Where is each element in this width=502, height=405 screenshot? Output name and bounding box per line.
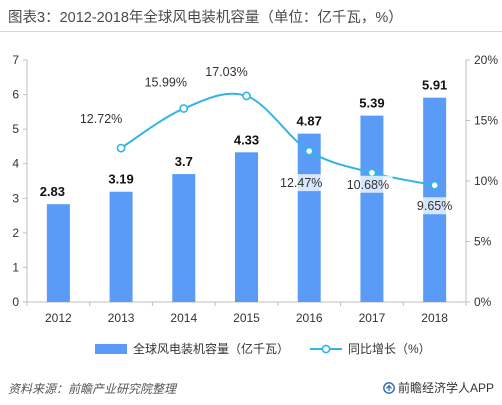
bar-2013 [109,191,133,302]
legend-swatch-bar [95,344,127,354]
growth-point-2016 [304,146,314,156]
growth-point-2014 [179,104,189,113]
growth-value-label: 10.68% [347,178,389,192]
growth-value-label: 17.03% [205,65,247,79]
brand-logo-icon [383,381,395,394]
brand-label: 前瞻经济学人APP [397,381,494,395]
growth-value-label: 15.99% [145,76,187,90]
growth-value-label: 12.47% [280,176,322,190]
bar-value-label: 4.33 [234,132,259,147]
y-axis-left-tick-label: 6 [12,88,19,102]
source-note: 资料来源：前瞻产业研究院整理 [8,382,177,396]
growth-value-label: 9.65% [417,199,452,213]
legend-label-line: 同比增长（%） [348,342,431,356]
growth-value-label: 12.72% [80,112,122,126]
x-axis-tick-label: 2012 [45,311,72,325]
y-axis-right-tick-label: 15% [474,114,498,128]
y-axis-left-tick-label: 3 [12,191,19,205]
bar-value-label: 5.39 [359,96,384,111]
x-axis-tick-label: 2017 [359,311,386,325]
brand-credit: 前瞻经济学人APP [383,379,494,396]
legend-swatch-marker [321,344,331,354]
x-axis-tick-label: 2013 [108,311,135,325]
growth-label-bg [343,175,393,193]
growth-point-2017 [367,168,377,178]
legend-label-bar: 全球风电装机容量（亿千瓦） [133,341,289,356]
bar-value-label: 3.19 [108,172,133,187]
y-axis-right-tick-label: 5% [474,235,492,249]
growth-label-bg [276,174,326,192]
chart-title: 图表3：2012-2018年全球风电装机容量（单位：亿千瓦，%） [8,10,403,26]
y-axis-right-tick-label: 20% [474,53,498,67]
bar-2016 [297,133,321,302]
growth-line [120,92,435,187]
x-axis-tick-label: 2015 [233,311,260,325]
growth-point-2013 [116,143,126,153]
bar-value-label: 3.7 [175,154,193,169]
y-axis-right-tick-label: 0% [474,295,492,309]
bar-2014 [172,174,196,302]
x-axis-tick-label: 2014 [170,311,197,325]
bar-value-label: 5.91 [422,78,447,93]
bar-2012 [46,204,70,302]
growth-point-2015 [242,91,251,101]
y-axis-left-tick-label: 7 [12,53,19,67]
y-axis-left-tick-label: 4 [12,157,19,171]
x-axis-tick-label: 2016 [296,311,323,325]
growth-label-bg [413,197,456,215]
y-axis-left-tick-label: 2 [12,226,19,240]
title-divider [0,31,502,32]
bar-value-label: 4.87 [297,114,322,129]
bar-2017 [360,115,384,302]
y-axis-right-tick-label: 10% [474,174,498,188]
growth-point-2018 [430,180,440,190]
y-axis-left-tick-label: 0 [12,295,19,309]
y-axis-left-tick-label: 1 [12,260,19,274]
y-axis-left-tick-label: 5 [12,122,19,136]
bar-value-label: 2.83 [40,184,65,199]
x-axis-tick-label: 2018 [421,311,448,325]
bar-2015 [235,152,258,302]
